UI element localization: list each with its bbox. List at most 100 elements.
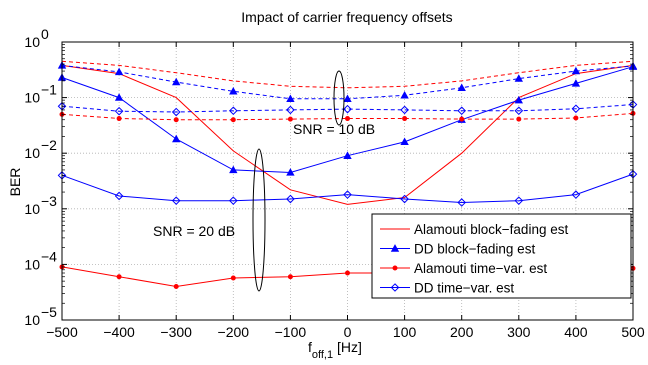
- x-tick-label: −400: [103, 324, 135, 340]
- data-point: [571, 79, 581, 87]
- y-tick-exponent: −2: [41, 137, 57, 153]
- x-axis-label-unit: [Hz]: [333, 339, 362, 355]
- data-point: [229, 165, 238, 174]
- data-point: [400, 194, 409, 204]
- y-tick-label: 10: [24, 145, 40, 161]
- data-point: [229, 86, 238, 95]
- x-tick-labels: −500 −400 −300 −200 −100 0 100 200 300 400 500: [46, 42, 645, 340]
- data-point: [287, 116, 293, 122]
- data-point: [514, 95, 523, 104]
- x-tick-label: −100: [275, 324, 307, 340]
- legend-label: Alamouti block−fading est: [414, 222, 568, 237]
- data-point: [345, 270, 350, 276]
- data-point: [514, 74, 523, 82]
- legend: Alamouti block−fading est DD block−fading…: [371, 213, 632, 299]
- data-point: [287, 274, 293, 280]
- data-point: [573, 115, 579, 121]
- data-point: [402, 116, 408, 122]
- data-point: [173, 284, 179, 290]
- series-3: [57, 169, 638, 207]
- y-tick-label: 10: [24, 256, 40, 272]
- data-point: [173, 117, 179, 123]
- x-tick-label: 400: [564, 324, 588, 340]
- legend-entry: Alamouti time−var. est: [380, 261, 547, 276]
- data-point: [457, 83, 466, 92]
- data-point: [457, 106, 467, 116]
- legend-marker: [390, 244, 400, 252]
- x-axis-label: foff,1 [Hz]: [308, 339, 362, 361]
- data-point: [230, 275, 236, 281]
- ellipse-layer: [252, 70, 345, 292]
- annotation-snr-20db: SNR = 20 dB: [153, 223, 235, 239]
- data-point: [343, 190, 352, 199]
- legend-entry: DD block−fading est: [380, 242, 535, 257]
- y-tick-exponent: −5: [41, 304, 57, 320]
- data-point: [114, 93, 124, 101]
- series-line: [61, 104, 634, 113]
- series-line: [61, 112, 634, 121]
- x-tick-label: −200: [218, 324, 250, 340]
- y-tick-label: 10: [24, 201, 40, 217]
- x-tick-label: 300: [507, 324, 531, 340]
- data-point: [400, 137, 409, 146]
- data-point: [114, 191, 124, 201]
- data-point: [457, 198, 467, 207]
- legend-entry: DD time−var. est: [380, 281, 514, 296]
- data-point: [571, 66, 581, 75]
- data-point: [116, 274, 122, 280]
- x-tick-label: 500: [621, 324, 645, 340]
- legend-entry: Alamouti block−fading est: [380, 222, 568, 237]
- data-point: [230, 117, 236, 123]
- series-layer: [57, 60, 638, 290]
- x-axis-label-sub: off,1: [312, 349, 333, 361]
- data-point: [116, 116, 122, 122]
- data-point: [172, 134, 181, 143]
- snr-20db-ellipse: [252, 148, 266, 292]
- data-point: [114, 67, 124, 76]
- data-point: [400, 90, 409, 99]
- legend-marker: [392, 265, 398, 271]
- data-point: [343, 151, 352, 159]
- x-tick-label: −500: [46, 324, 78, 340]
- series-line: [61, 64, 634, 205]
- data-point: [343, 104, 352, 114]
- data-point: [172, 77, 181, 86]
- data-point: [286, 194, 295, 204]
- snr-10db-ellipse: [333, 70, 345, 126]
- data-point: [516, 116, 522, 122]
- y-tick-label: 10: [24, 34, 40, 50]
- legend-label: DD block−fading est: [414, 242, 535, 257]
- series-0: [61, 64, 634, 205]
- x-axis-label-main: f: [308, 339, 312, 355]
- series-7: [57, 100, 638, 117]
- series-line: [61, 173, 634, 204]
- data-point: [286, 105, 295, 115]
- data-point: [343, 94, 352, 103]
- data-point: [171, 196, 181, 205]
- y-tick-exponent: −3: [41, 193, 57, 209]
- series-4: [61, 60, 634, 89]
- data-point: [345, 116, 350, 122]
- data-point: [459, 116, 465, 122]
- data-point: [571, 104, 581, 114]
- data-point: [286, 168, 295, 176]
- data-point: [228, 106, 238, 116]
- legend-label: DD time−var. est: [414, 281, 514, 296]
- y-tick-label: 10: [24, 90, 40, 106]
- annotation-snr-10db: SNR = 10 dB: [293, 121, 375, 137]
- data-point: [286, 94, 295, 103]
- y-tick-exponent: 0: [41, 26, 49, 42]
- legend-marker: [390, 283, 400, 292]
- series-line: [61, 60, 634, 89]
- y-tick-exponent: −4: [41, 248, 57, 264]
- legend-box: [371, 213, 632, 299]
- data-point: [514, 106, 524, 116]
- y-tick-label: 10: [24, 312, 40, 328]
- y-axis-label: BER: [7, 168, 23, 197]
- chart-title: Impact of carrier frequency offsets: [241, 9, 452, 25]
- x-tick-label: 0: [344, 324, 352, 340]
- data-point: [171, 107, 181, 117]
- legend-label: Alamouti time−var. est: [414, 261, 547, 276]
